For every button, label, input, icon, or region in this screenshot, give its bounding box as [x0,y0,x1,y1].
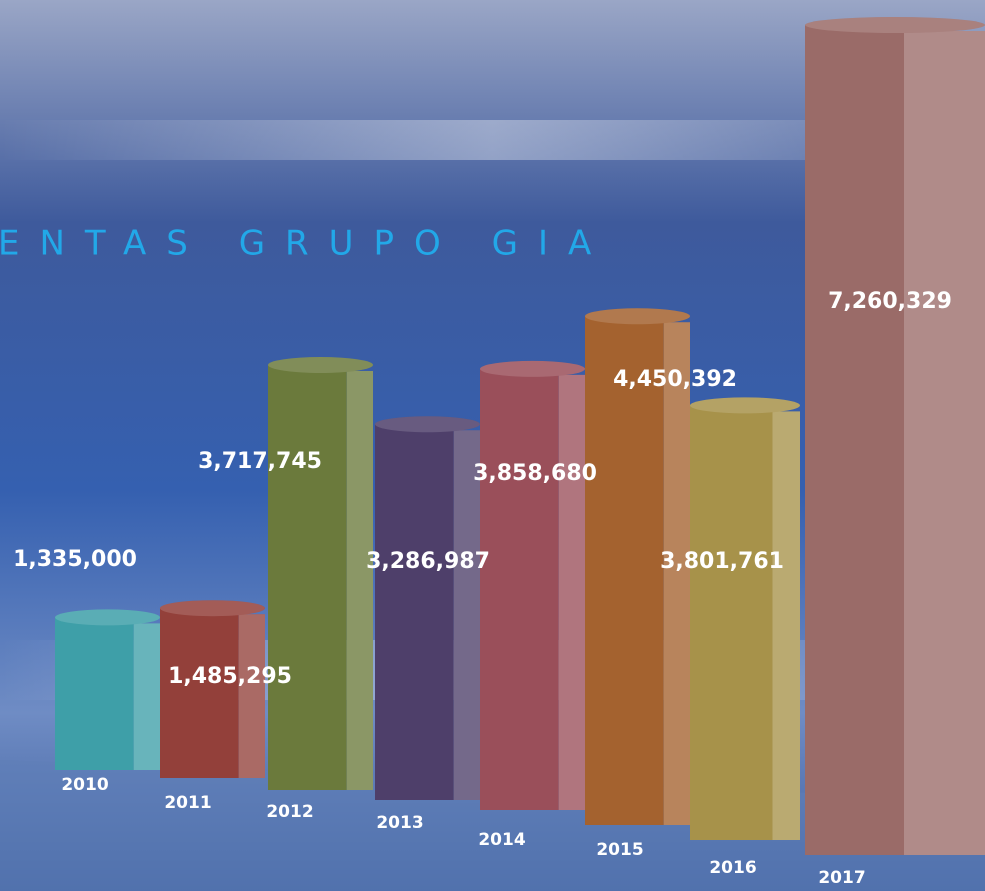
x-tick-label: 2011 [164,793,211,813]
bar-side [904,31,985,855]
bar-top [805,17,985,33]
bar-side [453,430,480,800]
bar-top-light [585,308,690,325]
x-tick-label: 2016 [709,858,756,878]
bar-side-light [133,623,160,770]
bar [268,364,347,790]
bar-top [55,609,160,626]
bar-top [160,600,265,617]
bar [805,25,904,855]
value-label: 3,286,987 [366,549,490,574]
x-tick-label: 2010 [61,775,108,795]
bar-side [238,614,265,778]
chart-title: ENTAS GRUPO GIA [0,224,611,264]
bar-side [558,374,585,810]
bar-top-light [690,397,800,414]
bar [55,617,134,770]
bar-side-light [238,614,265,778]
bar [375,424,454,800]
value-label: 3,801,761 [660,549,784,574]
value-label: 4,450,392 [613,367,737,392]
bar-top [690,397,800,414]
bar-top-light [375,416,480,433]
bar [690,405,773,840]
value-label: 1,335,000 [13,547,137,572]
bar-side [772,411,800,840]
bar [480,368,559,810]
bar-top-light [268,356,373,373]
value-label: 3,717,745 [198,449,322,474]
bar-side-light [346,370,373,790]
bar-top [480,360,585,377]
bar-top-light [805,17,985,33]
bar-top-light [55,609,160,626]
bar-side-light [904,31,985,855]
x-tick-label: 2014 [478,830,525,850]
bar-side [346,370,373,790]
x-tick-label: 2012 [266,802,313,822]
x-tick-label: 2017 [818,868,865,888]
x-tick-label: 2013 [376,813,423,833]
bar-side-light [453,430,480,800]
bar [585,316,664,825]
bar-top-light [480,360,585,377]
bar-side-light [772,411,800,840]
bar-side-light [663,322,690,825]
value-label: 3,858,680 [473,461,597,486]
bar-top [585,308,690,325]
value-label: 7,260,329 [828,289,952,314]
bar-top [375,416,480,433]
bar-top-light [160,600,265,617]
bar [160,608,239,778]
x-tick-label: 2015 [596,840,643,860]
bar-side [133,623,160,770]
bar-side-light [558,374,585,810]
bar-side [663,322,690,825]
value-label: 1,485,295 [168,664,292,689]
bar-top [268,356,373,373]
